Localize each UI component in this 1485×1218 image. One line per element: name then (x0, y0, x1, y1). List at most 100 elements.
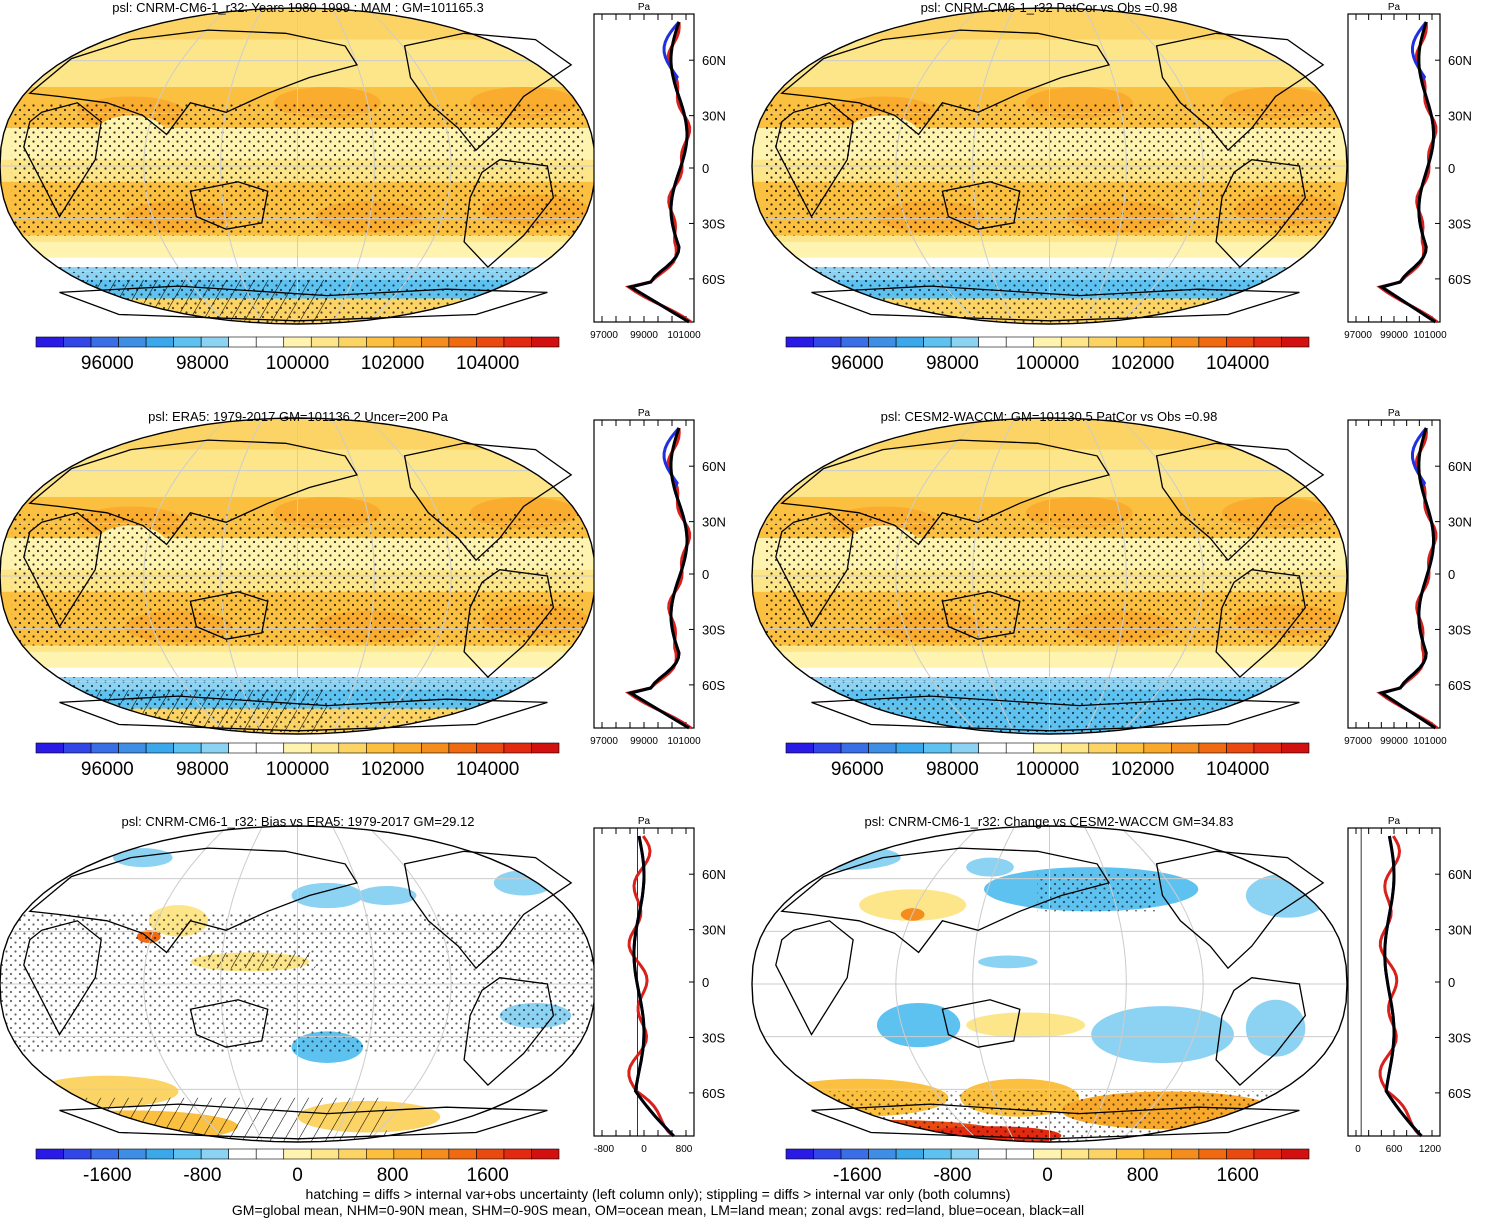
zonal-ylabel: 0 (702, 567, 709, 582)
panel-obs: psl: ERA5: 1979-2017 GM=101136.2 Uncer=2… (0, 408, 726, 780)
footer-line-2: GM=global mean, NHM=0-90N mean, SHM=0-90… (232, 1202, 1084, 1218)
colorbar-swatch (476, 336, 505, 348)
zonal-xlabel: 101000 (667, 736, 701, 747)
colorbar-swatch (35, 336, 64, 348)
graticule-lon (331, 418, 375, 734)
colorbar-swatch (338, 1148, 367, 1160)
zonal-ylabel: 60S (1448, 272, 1471, 287)
colorbar-label: 96000 (81, 353, 134, 374)
coastline (23, 512, 102, 628)
colorbar-swatch (923, 1148, 952, 1160)
colorbar-label: -1600 (833, 1165, 882, 1186)
coastline (59, 1103, 548, 1140)
zonal-xlabel: 97000 (1344, 736, 1372, 747)
coastline (941, 591, 1021, 640)
coastline (780, 439, 1111, 546)
colorbar-swatch (1116, 1148, 1145, 1160)
colorbar-swatch (35, 742, 64, 754)
field-anomaly (1245, 999, 1306, 1057)
colorbar-label: 102000 (361, 353, 424, 374)
colorbar-swatch (1281, 1148, 1310, 1160)
colorbar-label: 800 (1127, 1165, 1159, 1186)
zonal-ylabel: 0 (1448, 161, 1455, 176)
colorbar-swatch (1088, 742, 1117, 754)
zonal-ylabel: 60N (1448, 53, 1472, 68)
colorbar-swatch (63, 1148, 92, 1160)
colorbar-swatch (310, 742, 340, 754)
graticule-lon (366, 826, 452, 1142)
colorbar-label: 100000 (266, 353, 329, 374)
colorbar-swatch (476, 1148, 505, 1160)
colorbar-swatch (200, 742, 229, 754)
zonal-ylabel: 0 (1448, 975, 1455, 990)
coastline (189, 999, 269, 1048)
colorbar-swatch (421, 742, 450, 754)
colorbar-label: 96000 (831, 759, 884, 780)
zonal-xlabel: 97000 (590, 736, 618, 747)
coastline (189, 181, 269, 230)
colorbar-swatch (310, 1148, 340, 1160)
zonal-xlabel: -800 (594, 1144, 614, 1155)
colorbar-swatch (145, 336, 174, 348)
map-outline (751, 7, 1348, 325)
colorbar-swatch (448, 742, 477, 754)
zonal-ylabel: 60N (702, 53, 726, 68)
zonal-xlabel: 0 (641, 1144, 647, 1155)
colorbar-swatch (978, 1148, 1007, 1160)
colorbar-swatch (1116, 742, 1145, 754)
colorbar-swatch (90, 1148, 119, 1160)
colorbar-label: 98000 (926, 759, 979, 780)
zonal-xlabel: 600 (1386, 1144, 1403, 1155)
panel-title: psl: CNRM-CM6-1_r32: Bias vs ERA5: 1979-… (122, 814, 475, 829)
coastline (811, 1103, 1300, 1140)
zonal-xlabel: 1200 (1419, 1144, 1442, 1155)
zonal-ylabel: 30N (702, 515, 726, 530)
zonal-xlabel: 99000 (630, 736, 658, 747)
colorbar-swatch (200, 336, 229, 348)
coastline (811, 285, 1300, 322)
zonal-ylabel: 0 (1448, 567, 1455, 582)
colorbar-swatch (785, 336, 814, 348)
colorbar-swatch (173, 742, 202, 754)
coastline (403, 850, 573, 970)
zonal-ylabel: 60N (1448, 867, 1472, 882)
colorbar-swatch (283, 1148, 312, 1160)
colorbar-swatch (840, 336, 869, 348)
graticule-lon (220, 418, 264, 734)
map-outline (751, 417, 1348, 735)
coastline (775, 920, 854, 1036)
coastline (1215, 159, 1306, 269)
graticule-lon (143, 826, 229, 1142)
field-anomaly (859, 889, 967, 921)
colorbar-swatch (950, 1148, 979, 1160)
colorbar-swatch (118, 336, 147, 348)
colorbar-swatch (200, 1148, 229, 1160)
zonal-curve-all (626, 427, 690, 730)
zonal-unit: Pa (638, 2, 651, 13)
colorbar-swatch (35, 1148, 64, 1160)
colorbar-swatch (1226, 742, 1255, 754)
coastline (463, 977, 555, 1087)
colorbar-swatch (118, 742, 147, 754)
zonal-ylabel: 30S (1448, 622, 1471, 637)
zonal-ylabel: 60S (1448, 678, 1471, 693)
colorbar-swatch (448, 1148, 477, 1160)
colorbar-swatch (228, 336, 257, 348)
colorbar-label: -1600 (83, 1165, 132, 1186)
colorbar-swatch (1226, 336, 1255, 348)
colorbar-swatch (173, 336, 202, 348)
graticule-lon (895, 418, 981, 734)
zonal-ylabel: 0 (702, 161, 709, 176)
coastline (28, 439, 359, 546)
panel-title: psl: CESM2-WACCM: GM=101130.5 PatCor vs … (881, 409, 1218, 424)
colorbar-label: 98000 (176, 353, 229, 374)
colorbar-swatch (310, 336, 340, 348)
coastline (941, 999, 1021, 1048)
zonal-unit: Pa (638, 816, 651, 827)
graticule-lon (366, 8, 452, 324)
colorbar-swatch (393, 1148, 422, 1160)
colorbar-label: 1600 (467, 1165, 509, 1186)
colorbar-swatch (338, 336, 367, 348)
zonal-ylabel: 60N (1448, 459, 1472, 474)
field-anomaly (876, 1002, 961, 1048)
